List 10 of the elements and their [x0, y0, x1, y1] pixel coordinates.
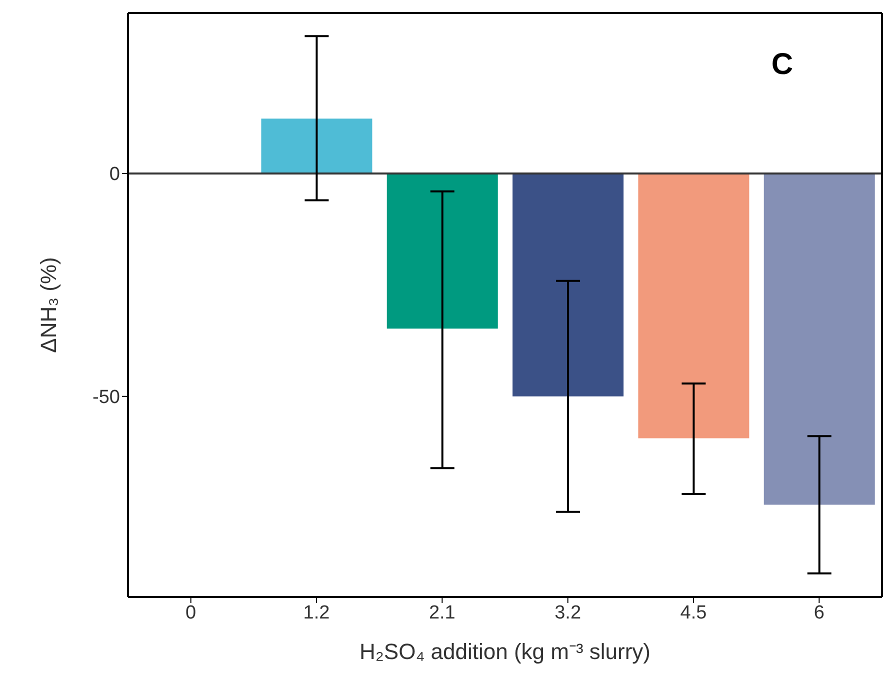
annotation: C: [771, 48, 793, 82]
x-tick-label: 4.5: [680, 602, 707, 624]
x-tick-label: 3.2: [554, 602, 582, 624]
x-tick-label: 1.2: [303, 602, 330, 624]
y-axis-title: ΔNH₃ (%): [36, 257, 61, 353]
x-axis-title: H₂SO₄ addition (kg m⁻³ slurry): [359, 639, 651, 664]
x-tick-label: 6: [814, 602, 824, 624]
x-tick-label: 2.1: [428, 602, 456, 624]
y-tick-label: -50: [92, 387, 120, 408]
x-tick-label: 0: [186, 602, 196, 624]
